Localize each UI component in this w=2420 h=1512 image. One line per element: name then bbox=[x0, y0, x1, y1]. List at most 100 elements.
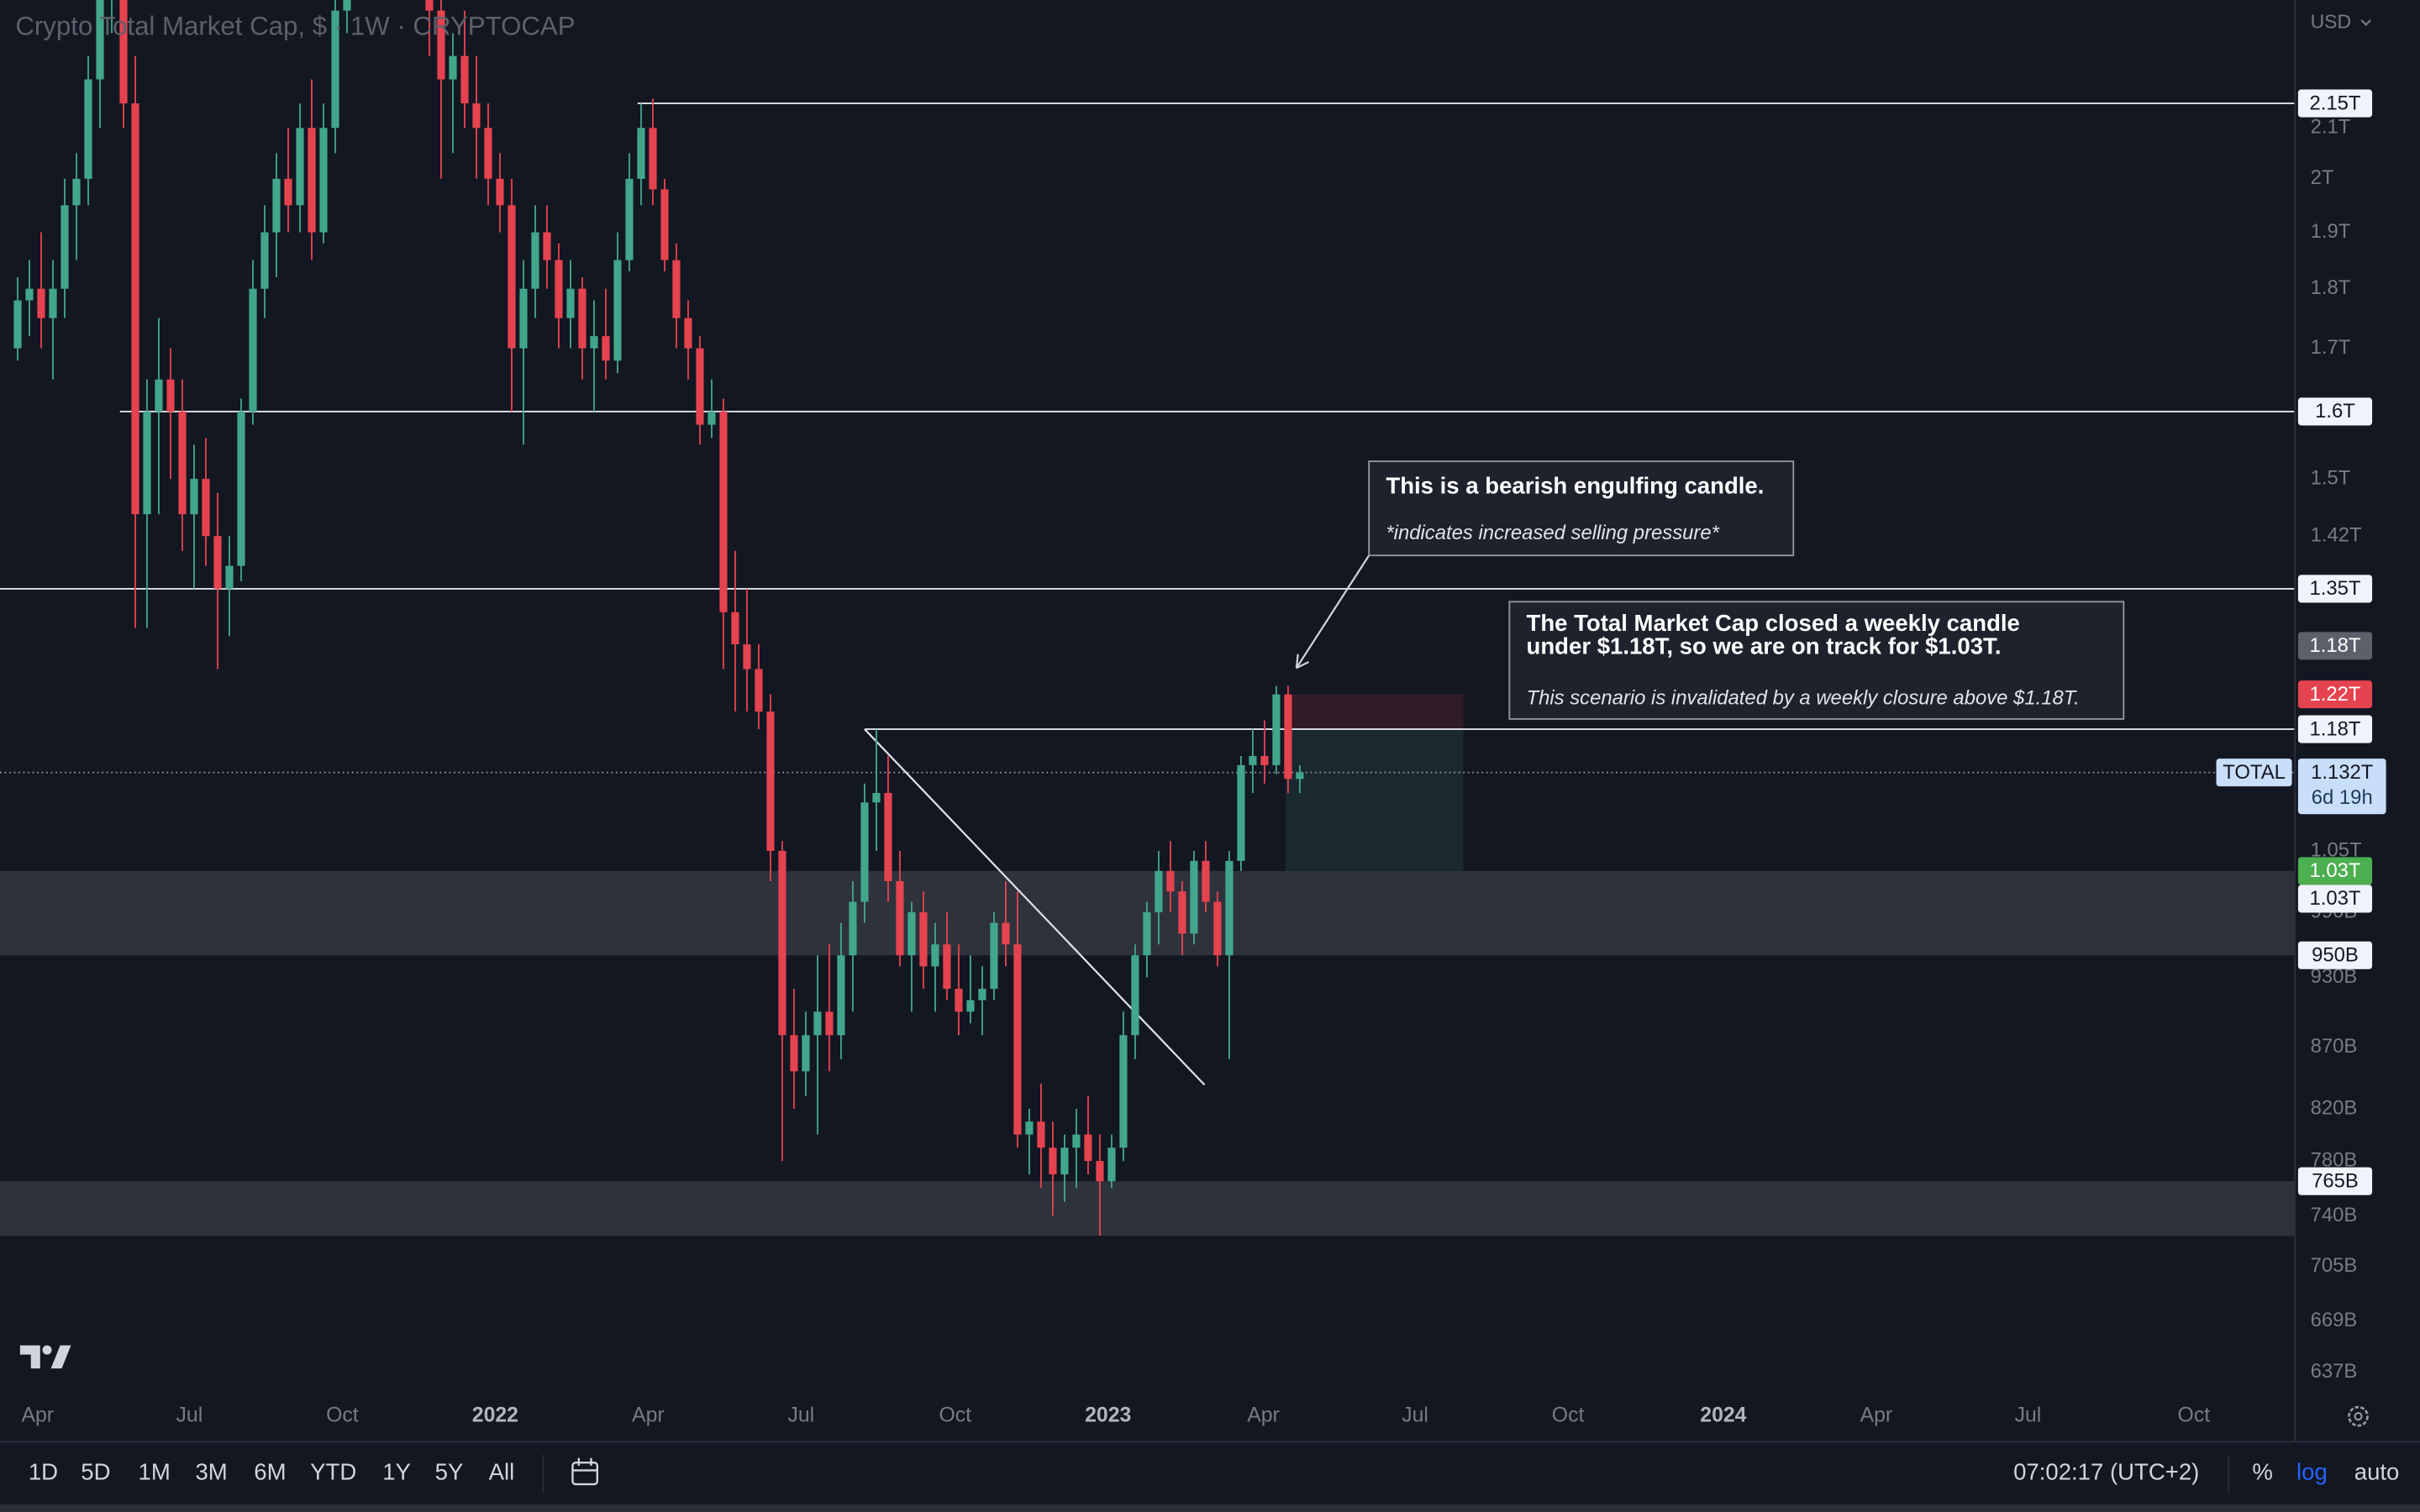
calendar-body bbox=[571, 1462, 599, 1486]
candle-body bbox=[178, 411, 187, 515]
candle-body bbox=[684, 318, 692, 349]
candle-body bbox=[1155, 870, 1163, 913]
candle-body bbox=[955, 989, 963, 1012]
candle-body bbox=[260, 232, 269, 289]
candle-body bbox=[931, 944, 939, 967]
target-label: 1.03T bbox=[2309, 859, 2360, 882]
candle-body bbox=[249, 288, 257, 412]
candle-body bbox=[849, 901, 857, 956]
candle-body bbox=[166, 379, 175, 412]
zone-label-bg bbox=[2297, 885, 2373, 913]
range-button[interactable]: 5Y bbox=[435, 1458, 464, 1484]
callout-title: The Total Market Cap closed a weekly can… bbox=[1527, 610, 2020, 636]
calendar-icon[interactable] bbox=[571, 1457, 599, 1486]
candle-body bbox=[755, 669, 763, 712]
y-tick-label: 2T bbox=[2311, 166, 2334, 189]
candle-body bbox=[1072, 1134, 1081, 1148]
settings-icon[interactable] bbox=[2348, 1405, 2369, 1427]
x-tick-label: Jul bbox=[176, 1404, 203, 1427]
logo-part bbox=[19, 1345, 40, 1369]
countdown: 6d 19h bbox=[2312, 786, 2373, 809]
candle-body bbox=[1284, 694, 1292, 780]
candle-body bbox=[813, 1011, 822, 1036]
x-tick-label: Jul bbox=[787, 1404, 814, 1427]
callout-box bbox=[1508, 601, 2125, 720]
candle-body bbox=[49, 288, 57, 318]
current-name-bg bbox=[2216, 759, 2292, 787]
clock[interactable]: 07:02:17 (UTC+2) bbox=[2013, 1458, 2199, 1484]
range-button[interactable]: 1D bbox=[29, 1458, 58, 1484]
range-button[interactable]: 6M bbox=[254, 1458, 286, 1484]
y-tick-label: 1.8T bbox=[2311, 276, 2351, 299]
range-button[interactable]: YTD bbox=[310, 1458, 356, 1484]
candle-body bbox=[1202, 860, 1210, 902]
candle-body bbox=[966, 1000, 975, 1012]
candle-body bbox=[331, 10, 339, 129]
callout-box bbox=[1368, 460, 1795, 557]
candle-body bbox=[202, 479, 210, 537]
x-tick-label: Oct bbox=[2178, 1404, 2211, 1427]
range-button[interactable]: 5D bbox=[81, 1458, 110, 1484]
x-tick-label: Oct bbox=[939, 1404, 971, 1427]
candle-body bbox=[1002, 922, 1010, 945]
candle-body bbox=[696, 348, 704, 425]
candle-body bbox=[1107, 1147, 1116, 1182]
scale-button[interactable]: log bbox=[2296, 1458, 2328, 1484]
candle-body bbox=[308, 128, 316, 233]
candle-body bbox=[555, 260, 563, 318]
candle-body bbox=[990, 922, 998, 990]
candle-body bbox=[1237, 764, 1245, 861]
range-button[interactable]: All bbox=[489, 1458, 515, 1484]
candle-body bbox=[519, 288, 528, 349]
candle-body bbox=[837, 955, 845, 1036]
scale-button[interactable]: % bbox=[2252, 1458, 2273, 1484]
candle-body bbox=[296, 128, 304, 206]
entry-label: 1.18T bbox=[2309, 634, 2360, 657]
candle-body bbox=[943, 944, 951, 990]
candle-body bbox=[72, 178, 81, 206]
currency-chevron[interactable] bbox=[2360, 19, 2372, 26]
callout-arrow bbox=[1295, 554, 1370, 669]
level-label-bg bbox=[2297, 575, 2373, 603]
y-tick-label: 669B bbox=[2311, 1309, 2358, 1331]
level-label: 2.15T bbox=[2309, 92, 2360, 114]
callout-title: under $1.18T, so we are on track for $1.… bbox=[1527, 633, 2002, 659]
y-tick-label: 2.1T bbox=[2311, 116, 2351, 139]
range-button[interactable]: 1M bbox=[139, 1458, 171, 1484]
x-tick-label: 2023 bbox=[1085, 1404, 1131, 1427]
toolbar: 1D 5D 1M 3M 6M YTD 1Y 5Y All% log auto bbox=[29, 1458, 2400, 1484]
candle-body bbox=[896, 880, 904, 956]
arrow-head bbox=[1295, 654, 1310, 669]
candle-body bbox=[1025, 1121, 1034, 1135]
candle-body bbox=[343, 0, 351, 11]
candle-body bbox=[143, 411, 151, 515]
candle-body bbox=[1096, 1161, 1104, 1182]
candle-body bbox=[872, 792, 881, 803]
candle-body bbox=[237, 411, 245, 566]
zone-label: 950B bbox=[2312, 943, 2359, 966]
range-button[interactable]: 3M bbox=[195, 1458, 227, 1484]
y-tick-label: 820B bbox=[2311, 1096, 2358, 1119]
scale-button[interactable]: auto bbox=[2354, 1458, 2400, 1484]
stop-label-bg bbox=[2297, 680, 2373, 709]
x-tick-label: Apr bbox=[632, 1404, 665, 1427]
level-label: 1.6T bbox=[2315, 400, 2355, 423]
candle-body bbox=[484, 128, 492, 179]
currency[interactable]: USD bbox=[2311, 11, 2351, 33]
candle-body bbox=[860, 802, 869, 902]
target-label-bg bbox=[2297, 857, 2373, 885]
candle-body bbox=[649, 128, 657, 190]
x-tick-label: Apr bbox=[1247, 1404, 1280, 1427]
candle-body bbox=[766, 711, 775, 851]
candle-body bbox=[1225, 860, 1234, 956]
candle-body bbox=[155, 379, 163, 412]
zone-label: 1.03T bbox=[2309, 887, 2360, 910]
range-button[interactable]: 1Y bbox=[382, 1458, 411, 1484]
candle-body bbox=[449, 55, 457, 80]
candle-body bbox=[884, 792, 892, 881]
level-label: 1.18T bbox=[2309, 717, 2360, 740]
candle-body bbox=[637, 128, 645, 179]
plot-area bbox=[0, 0, 2296, 1236]
